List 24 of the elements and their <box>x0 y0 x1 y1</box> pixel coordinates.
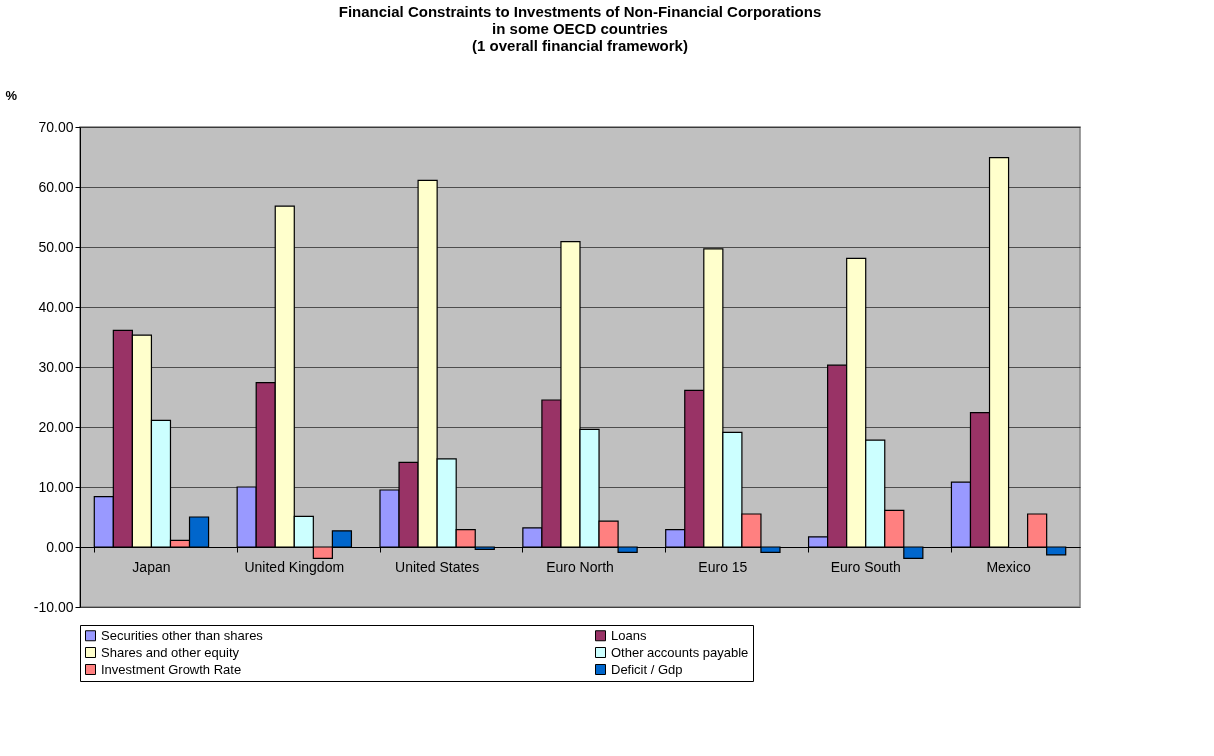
y-axis-title: % <box>5 87 18 103</box>
y-tick-label: 50.00 <box>38 238 74 255</box>
legend-label: Other accounts payable <box>611 644 749 660</box>
legend-label: Deficit / Gdp <box>611 661 683 677</box>
legend-label: Loans <box>611 627 647 643</box>
x-tick-label: United States <box>395 558 480 575</box>
chart-title: Financial Constraints to Investments of Non-Financial Corporations in some OECD countries (1 overall financial framework) <box>338 3 822 54</box>
legend-label: Investment Growth Rate <box>101 661 242 677</box>
x-tick-label: United Kingdom <box>244 558 345 575</box>
y-tick-label: 10.00 <box>38 478 74 495</box>
x-tick-label: Euro 15 <box>698 558 748 575</box>
y-tick-label: 40.00 <box>38 298 74 315</box>
y-tick-label: -10.00 <box>33 598 74 615</box>
y-tick-label: 30.00 <box>38 358 74 375</box>
x-tick-label: Euro South <box>830 558 901 575</box>
x-tick-label: Japan <box>132 558 171 575</box>
y-tick-label: 60.00 <box>38 178 74 195</box>
legend-label: Shares and other equity <box>101 644 240 660</box>
x-tick-label: Euro North <box>546 558 614 575</box>
x-tick-label: Mexico <box>986 558 1031 575</box>
y-tick-label: 20.00 <box>38 418 74 435</box>
y-tick-label: 70.00 <box>38 118 74 135</box>
y-tick-label: 0.00 <box>46 538 74 555</box>
legend-label: Securities other than shares <box>101 627 264 643</box>
